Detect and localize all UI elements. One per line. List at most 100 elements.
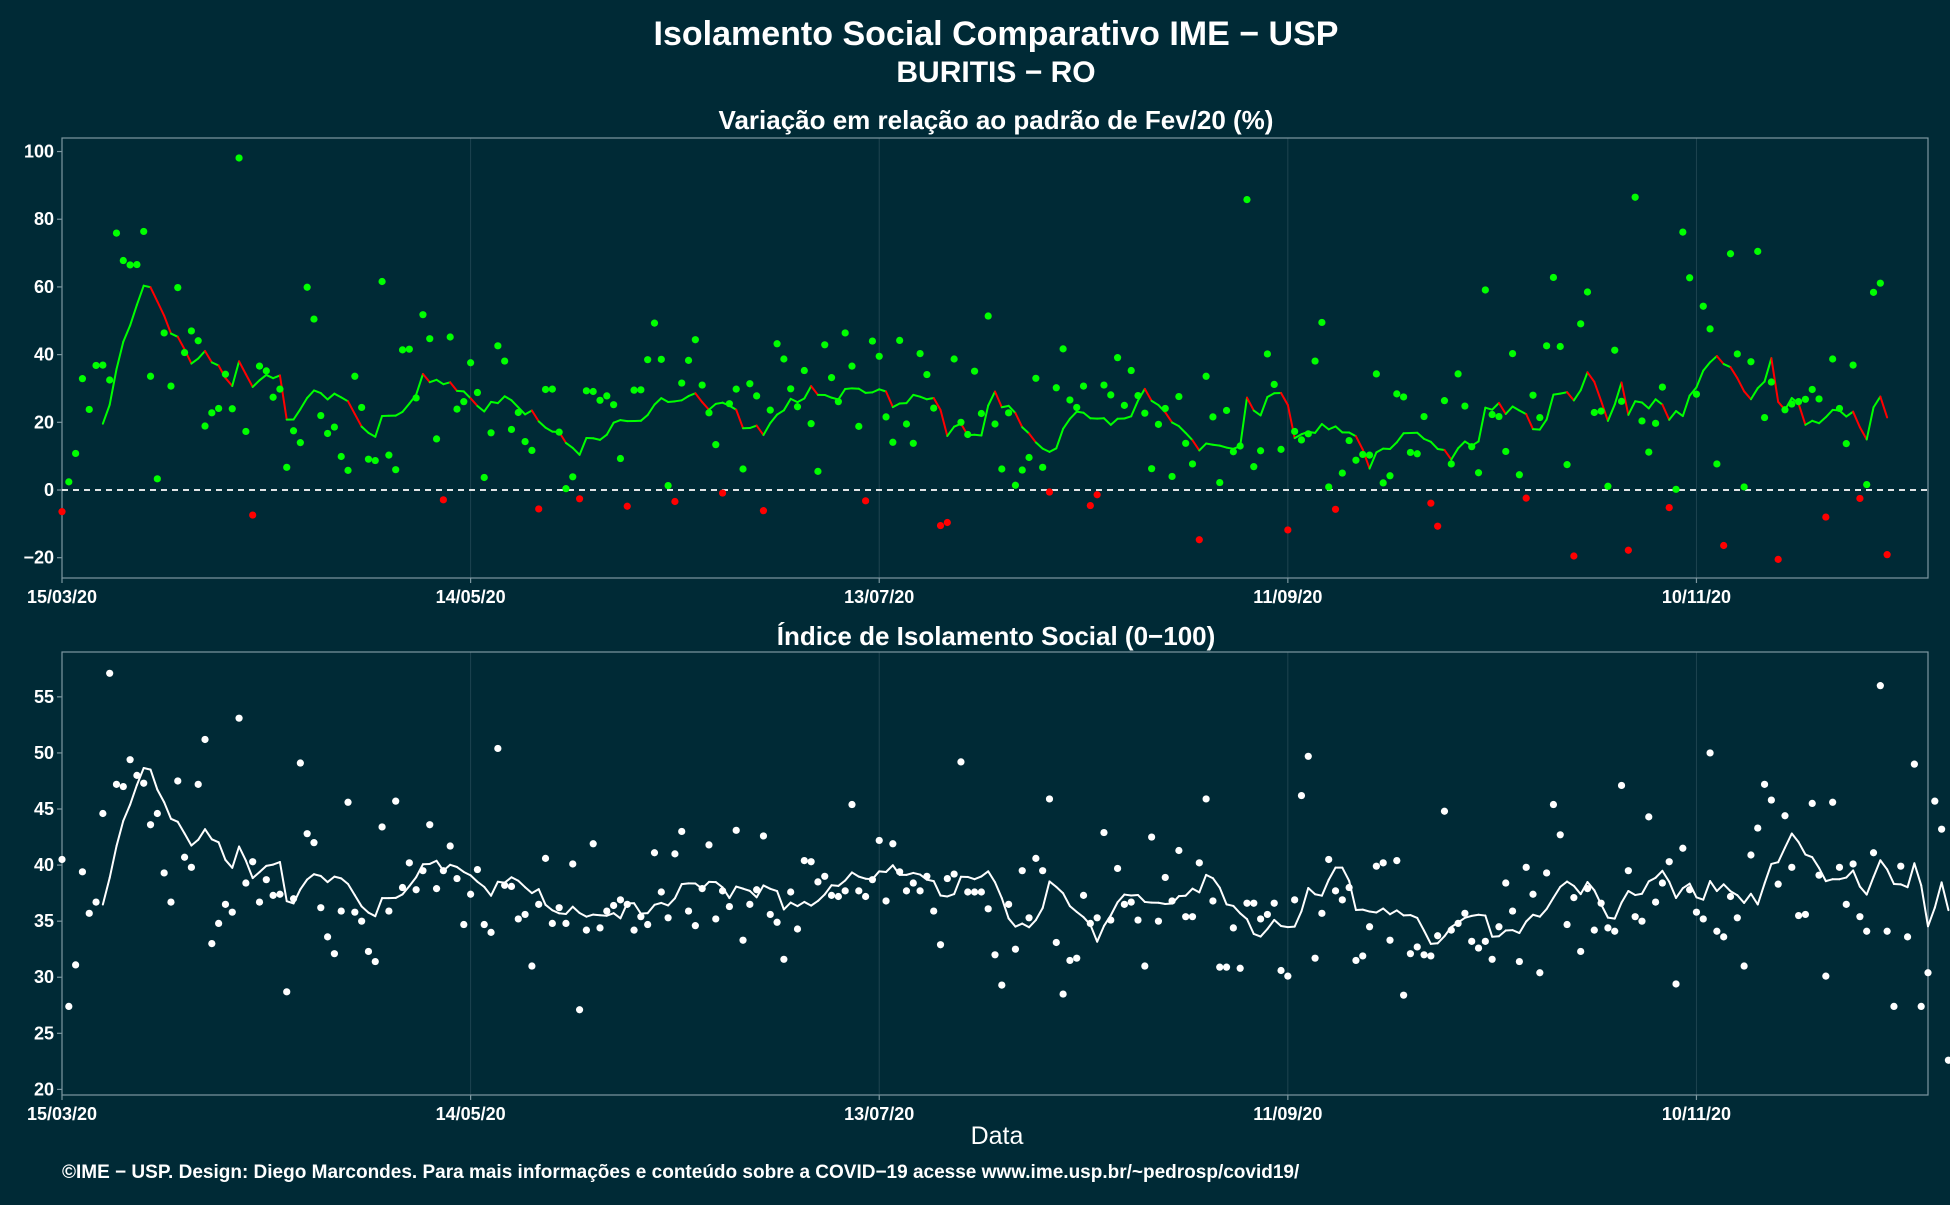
data-point <box>106 376 113 383</box>
data-point <box>637 913 644 920</box>
data-point <box>1856 913 1863 920</box>
data-point <box>1454 920 1461 927</box>
data-point <box>1271 381 1278 388</box>
data-point <box>1434 932 1441 939</box>
data-point <box>964 888 971 895</box>
data-point <box>699 885 706 892</box>
data-point <box>1196 859 1203 866</box>
data-point <box>712 441 719 448</box>
data-point <box>1829 799 1836 806</box>
data-point <box>1652 898 1659 905</box>
data-point <box>351 373 358 380</box>
data-point <box>1543 869 1550 876</box>
data-point <box>1114 865 1121 872</box>
data-point <box>671 850 678 857</box>
data-point <box>440 867 447 874</box>
data-point <box>1223 407 1230 414</box>
data-point <box>1107 916 1114 923</box>
data-point <box>705 409 712 416</box>
data-point <box>167 382 174 389</box>
y-tick-label: 45 <box>34 799 54 819</box>
data-point <box>201 422 208 429</box>
moving-average-segment <box>1206 444 1213 445</box>
data-point <box>92 362 99 369</box>
data-point <box>1373 863 1380 870</box>
data-point <box>1584 885 1591 892</box>
data-point <box>971 368 978 375</box>
data-point <box>508 883 515 890</box>
data-point <box>671 498 678 505</box>
data-point <box>1775 881 1782 888</box>
data-point <box>494 342 501 349</box>
data-point <box>215 920 222 927</box>
data-point <box>1203 795 1210 802</box>
data-point <box>1005 901 1012 908</box>
data-point <box>447 333 454 340</box>
x-tick-label: 13/07/20 <box>844 587 914 607</box>
data-point <box>1938 826 1945 833</box>
data-point <box>1291 896 1298 903</box>
data-point <box>1856 495 1863 502</box>
data-point <box>1284 973 1291 980</box>
data-point <box>1019 466 1026 473</box>
data-point <box>1332 506 1339 513</box>
data-point <box>1877 280 1884 287</box>
data-point <box>651 849 658 856</box>
data-point <box>249 858 256 865</box>
data-point <box>1223 964 1230 971</box>
data-point <box>276 386 283 393</box>
data-point <box>515 915 522 922</box>
moving-average-segment <box>1002 406 1009 407</box>
data-point <box>188 864 195 871</box>
data-point <box>1924 969 1931 976</box>
data-point <box>1584 288 1591 295</box>
data-point <box>1768 378 1775 385</box>
data-point <box>549 920 556 927</box>
data-point <box>1305 753 1312 760</box>
data-point <box>1700 915 1707 922</box>
data-point <box>1461 910 1468 917</box>
data-point <box>1529 891 1536 898</box>
data-point <box>896 868 903 875</box>
data-point <box>1182 913 1189 920</box>
data-point <box>58 856 65 863</box>
data-point <box>630 387 637 394</box>
data-point <box>1815 872 1822 879</box>
data-point <box>528 962 535 969</box>
data-point <box>392 798 399 805</box>
data-point <box>263 367 270 374</box>
data-point <box>978 410 985 417</box>
data-point <box>1720 933 1727 940</box>
data-point <box>99 810 106 817</box>
data-point <box>1080 382 1087 389</box>
data-point <box>842 887 849 894</box>
data-point <box>773 919 780 926</box>
y-tick-label: 30 <box>34 967 54 987</box>
data-point <box>1196 536 1203 543</box>
data-point <box>1189 913 1196 920</box>
data-point <box>1679 228 1686 235</box>
data-point <box>1761 781 1768 788</box>
data-point <box>474 866 481 873</box>
data-point <box>876 353 883 360</box>
data-point <box>617 455 624 462</box>
data-point <box>1039 464 1046 471</box>
data-point <box>733 386 740 393</box>
data-point <box>1618 398 1625 405</box>
data-point <box>1407 449 1414 456</box>
data-point <box>678 379 685 386</box>
data-point <box>1427 500 1434 507</box>
data-point <box>1604 483 1611 490</box>
data-point <box>222 901 229 908</box>
data-point <box>603 907 610 914</box>
data-point <box>1686 274 1693 281</box>
data-point <box>821 341 828 348</box>
moving-average-segment <box>1431 943 1438 944</box>
data-point <box>1087 502 1094 509</box>
moving-average-segment <box>457 391 464 392</box>
data-point <box>290 427 297 434</box>
data-point <box>1516 958 1523 965</box>
data-point <box>1523 495 1530 502</box>
y-tick-label: 80 <box>34 209 54 229</box>
data-point <box>951 870 958 877</box>
